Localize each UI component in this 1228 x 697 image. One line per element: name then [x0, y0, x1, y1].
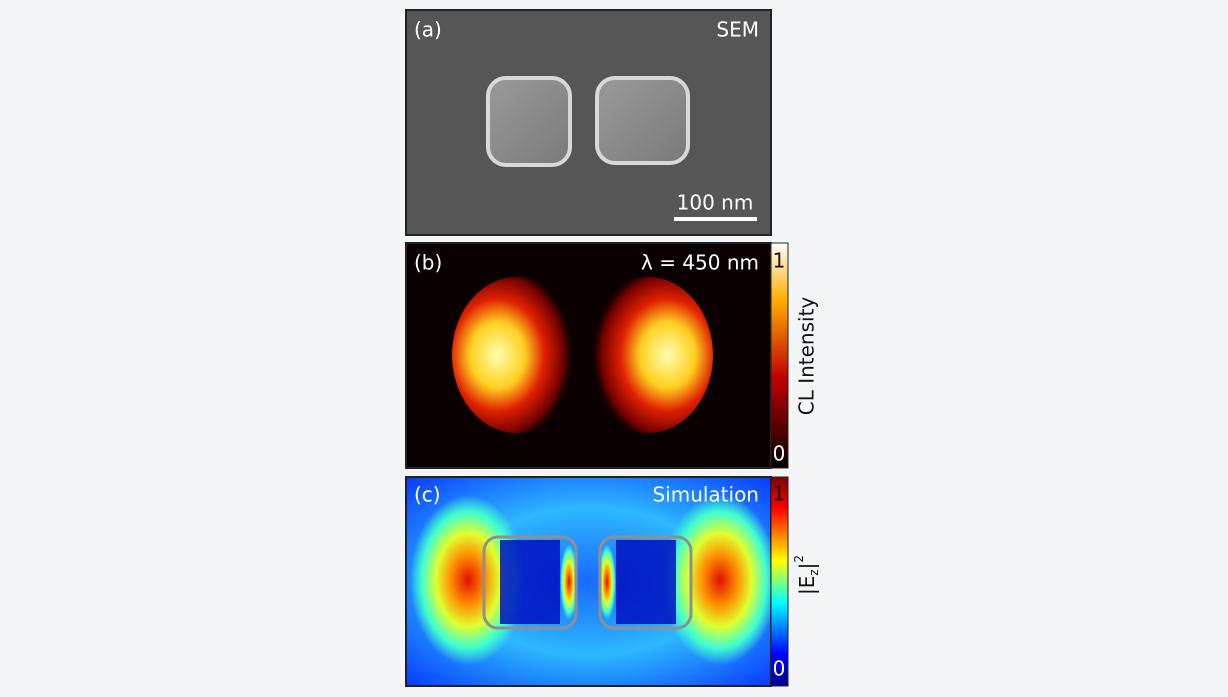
label-sub: z [807, 569, 821, 575]
particle-outline [482, 535, 578, 630]
label-sup: 2 [792, 555, 806, 563]
particle-interior [616, 540, 676, 624]
colorbar-label: |Ez|2 [792, 555, 821, 595]
colorbar-min: 0 [773, 657, 786, 681]
colorbar-min: 0 [773, 442, 786, 466]
colorbar [770, 476, 789, 687]
colorbar [770, 242, 789, 469]
panel-a: (a) SEM 100 nm [405, 9, 772, 236]
sem-image [405, 9, 772, 236]
colorbar-max: 1 [773, 249, 786, 273]
colorbar-max: 1 [773, 482, 786, 506]
panel-b: (b) λ = 450 nm 1 0 CL Intensity [405, 242, 819, 469]
colorbar-label: CL Intensity [795, 297, 819, 416]
label-base: |E [795, 576, 819, 595]
panel-c: (c) Simulation 1 0 |Ez|2 [405, 476, 821, 687]
field-hotspot [662, 495, 778, 665]
cl-lobe [583, 277, 713, 433]
scale-bar-label: 100 nm [677, 191, 754, 215]
panel-title: SEM [716, 18, 759, 42]
field-hotspot [560, 544, 578, 620]
panel-label: (b) [414, 251, 442, 275]
field-hotspot [598, 544, 616, 620]
panel-title: Simulation [652, 483, 759, 507]
panel-label: (a) [414, 18, 442, 42]
cl-lobe [452, 277, 582, 433]
panel-label: (c) [414, 483, 441, 507]
particle [486, 76, 572, 167]
particle [595, 76, 690, 165]
particle-outline [598, 535, 693, 630]
label-close: | [795, 563, 819, 570]
particle-interior [500, 540, 560, 624]
panel-title: λ = 450 nm [641, 251, 759, 275]
